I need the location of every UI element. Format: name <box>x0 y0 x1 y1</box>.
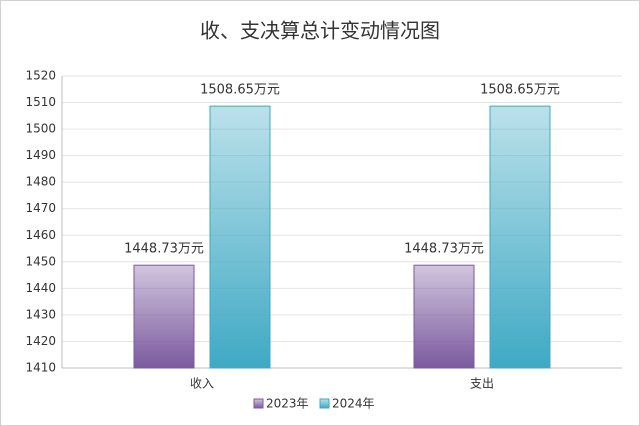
value-label: 1448.73万元 <box>404 242 484 257</box>
y-tick-label: 1470 <box>25 201 56 215</box>
x-tick-label: 支出 <box>470 377 494 391</box>
legend-swatch <box>253 398 264 409</box>
bar <box>209 105 271 369</box>
y-tick-label: 1520 <box>25 69 56 83</box>
legend-label: 2024年 <box>332 397 375 411</box>
y-tick-label: 1480 <box>25 175 56 189</box>
chart-title: 收、支决算总计变动情况图 <box>200 19 440 43</box>
legend-label: 2023年 <box>266 397 309 411</box>
y-tick-label: 1420 <box>25 334 56 348</box>
y-tick-label: 1460 <box>25 228 56 242</box>
bar <box>133 264 195 369</box>
y-tick-label: 1500 <box>25 122 56 136</box>
y-tick-label: 1490 <box>25 148 56 162</box>
x-tick-label: 收入 <box>190 377 214 391</box>
value-label: 1508.65万元 <box>200 83 280 98</box>
bar <box>489 105 551 369</box>
y-tick-label: 1410 <box>25 361 56 375</box>
bar <box>413 264 475 369</box>
value-label: 1508.65万元 <box>480 83 560 98</box>
y-tick-label: 1440 <box>25 281 56 295</box>
legend-swatch <box>319 398 330 409</box>
value-label: 1448.73万元 <box>124 242 204 257</box>
y-tick-label: 1510 <box>25 95 56 109</box>
y-tick-label: 1430 <box>25 307 56 321</box>
y-tick-label: 1450 <box>25 254 56 268</box>
